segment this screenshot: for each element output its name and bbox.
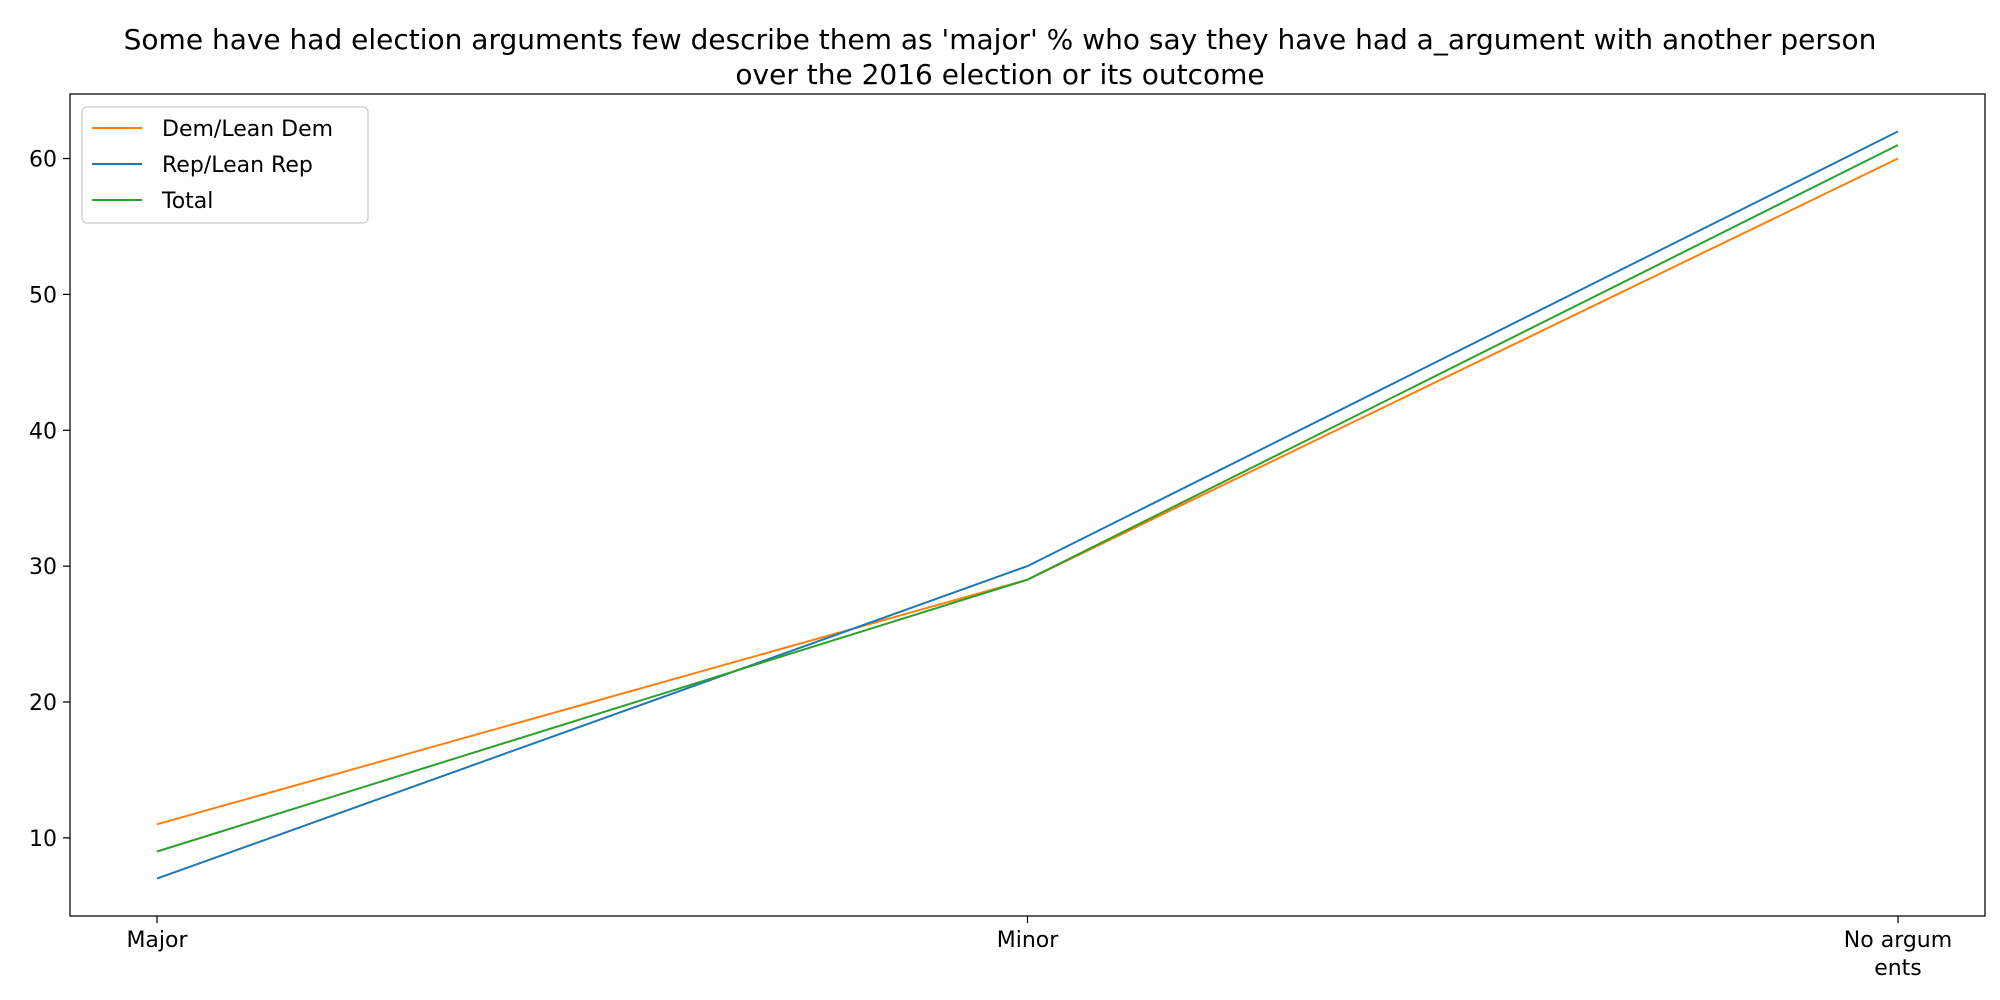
- legend: Dem/Lean Dem Rep/Lean Rep Total: [81, 106, 369, 224]
- x-tick-label: Major: [126, 928, 188, 953]
- x-tick-label: Minor: [997, 928, 1059, 953]
- y-tick-label: 40: [29, 419, 57, 444]
- series-line-rep-lean-rep: [156, 130, 1899, 880]
- y-tick-label: 10: [29, 827, 57, 852]
- series-line-total: [156, 144, 1899, 853]
- y-tick-label: 30: [29, 555, 57, 580]
- series-layer: [156, 130, 1899, 880]
- legend-label-rep-lean-rep: Rep/Lean Rep: [162, 153, 313, 178]
- series-line-dem-lean-dem: [156, 157, 1899, 826]
- legend-box: [81, 106, 369, 224]
- y-tick-label: 60: [29, 148, 57, 173]
- y-axis: 10 20 30 40 50 60: [29, 148, 70, 852]
- y-tick-label: 50: [29, 283, 57, 308]
- chart-title-line-2: over the 2016 election or its outcome: [735, 58, 1265, 91]
- legend-label-dem-lean-dem: Dem/Lean Dem: [162, 117, 333, 142]
- x-tick-label: No argum ents: [1844, 928, 1952, 981]
- x-axis: Major Minor No argum ents: [126, 916, 1952, 981]
- chart-title: Some have had election arguments few des…: [0, 22, 2000, 92]
- chart-title-line-1: Some have had election arguments few des…: [123, 23, 1877, 56]
- legend-label-total: Total: [161, 189, 213, 214]
- y-tick-label: 20: [29, 691, 57, 716]
